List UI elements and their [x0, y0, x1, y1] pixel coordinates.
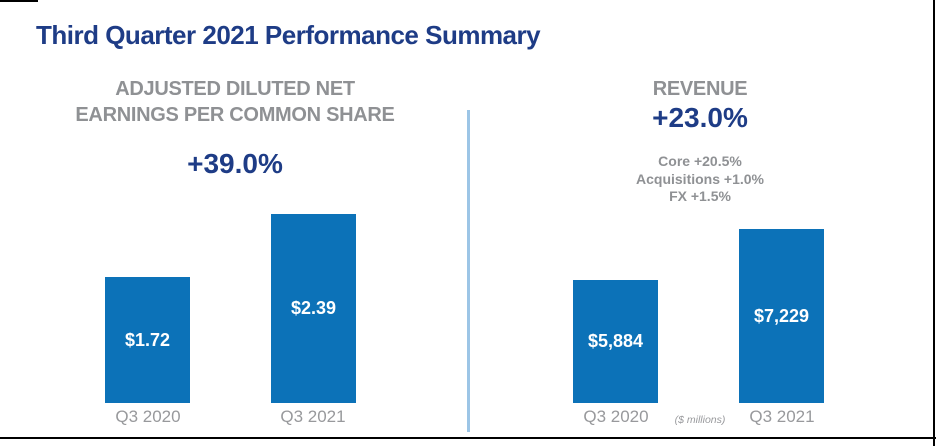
revenue-bar-q3-2021-value: $7,229 — [753, 305, 810, 326]
revenue-bar-q3-2020: $5,884 — [573, 280, 658, 403]
eps-axis-label-q3-2020: Q3 2020 — [115, 407, 181, 426]
revenue-chart-title: REVENUE — [652, 78, 748, 100]
panel-divider — [467, 110, 470, 432]
page-border-right — [933, 0, 935, 446]
revenue-bar-q3-2020-value: $5,884 — [587, 331, 644, 351]
revenue-change-percent: +23.0% — [652, 102, 748, 133]
revenue-bar-q3-2021: $7,229 — [739, 229, 824, 403]
page-title: Third Quarter 2021 Performance Summary — [36, 20, 541, 50]
revenue-unit-note: ($ millions) — [674, 414, 726, 426]
page-border-top-segment — [0, 0, 38, 2]
revenue-breakdown-core: Core +20.5% — [658, 153, 742, 169]
eps-bar-q3-2020-value: $1.72 — [124, 329, 171, 350]
eps-bar-q3-2021: $2.39 — [271, 214, 356, 403]
revenue-breakdown-fx: FX +1.5% — [669, 188, 731, 204]
eps-chart-title: ADJUSTED DILUTED NET EARNINGS PER COMMON… — [40, 76, 430, 129]
revenue-axis-label-q3-2020: Q3 2020 — [583, 407, 649, 426]
eps-bar-q3-2021-value: $2.39 — [290, 298, 337, 318]
eps-chart-title-line-2: EARNINGS PER COMMON SHARE — [75, 104, 395, 127]
eps-axis-label-q3-2021: Q3 2021 — [280, 407, 346, 426]
page-border-bottom — [0, 437, 936, 439]
revenue-breakdown: Core +20.5% Acquisitions +1.0% FX +1.5% — [530, 153, 870, 206]
eps-change-percent: +39.0% — [187, 148, 283, 179]
eps-chart-title-line-1: ADJUSTED DILUTED NET — [115, 78, 355, 100]
revenue-axis-label-q3-2021: Q3 2021 — [749, 407, 815, 426]
revenue-breakdown-acquisitions: Acquisitions +1.0% — [636, 170, 764, 187]
eps-bar-q3-2020: $1.72 — [105, 277, 190, 403]
